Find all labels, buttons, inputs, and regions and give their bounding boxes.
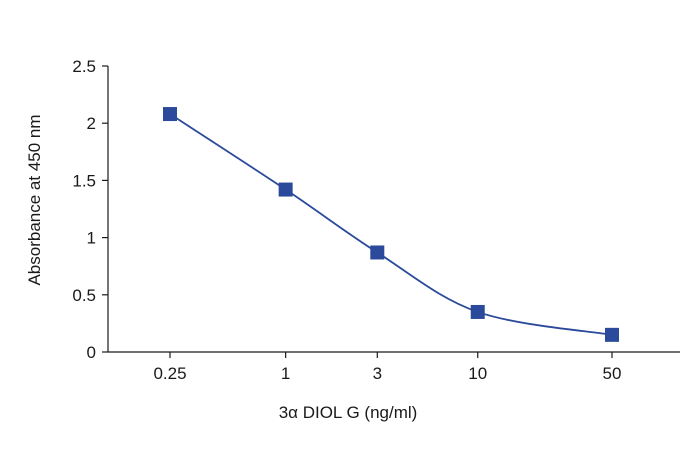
data-point-marker — [278, 182, 293, 197]
y-tick-label: 0 — [87, 343, 96, 362]
x-tick-label: 10 — [468, 364, 487, 383]
series-line — [169, 113, 613, 336]
y-tick-label: 0.5 — [72, 286, 96, 305]
data-point-marker — [163, 107, 177, 122]
x-tick-label: 1 — [281, 364, 290, 383]
y-tick-label: 2 — [87, 114, 96, 133]
y-ticks: 0 0.5 1 1.5 2 2.5 — [72, 57, 108, 362]
axes — [107, 66, 680, 353]
x-ticks: 0.25 1 3 10 50 — [153, 352, 621, 383]
x-axis-title: 3α DIOL G (ng/ml) — [279, 403, 418, 422]
y-tick-label: 2.5 — [72, 57, 96, 76]
data-point-marker — [605, 327, 619, 342]
series-group — [163, 107, 619, 342]
data-point-marker — [370, 245, 385, 260]
x-tick-label: 50 — [603, 364, 622, 383]
x-tick-label: 3 — [373, 364, 382, 383]
y-tick-label: 1 — [87, 229, 96, 248]
x-tick-label: 0.25 — [153, 364, 186, 383]
y-tick-label: 1.5 — [72, 171, 96, 190]
y-axis-title: Absorbance at 450 nm — [25, 114, 44, 285]
data-point-marker — [470, 304, 485, 319]
